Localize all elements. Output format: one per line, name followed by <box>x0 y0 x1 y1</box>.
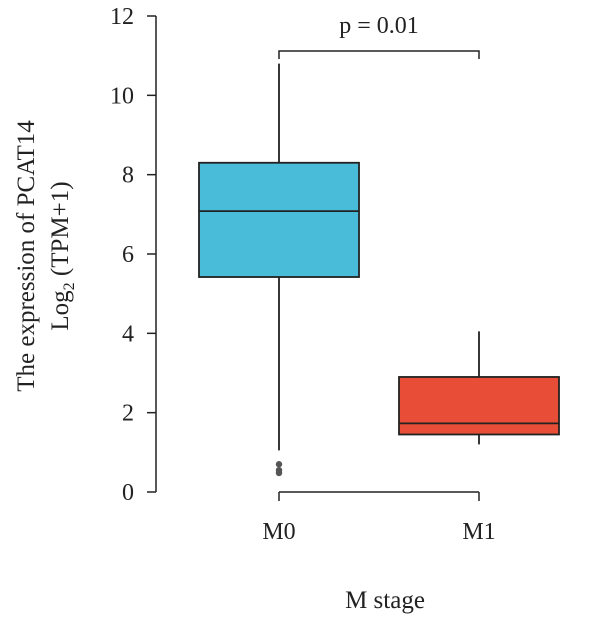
y-tick-label: 12 <box>110 4 134 30</box>
x-axis: M0 M1 <box>262 491 496 545</box>
outlier-point <box>275 461 283 468</box>
box-m0 <box>198 63 360 477</box>
y-tick-label: 6 <box>122 242 134 268</box>
y-axis-label-units: Log2 (TPM+1) <box>47 181 78 330</box>
y-axis-label-subscript: 2 <box>61 282 78 290</box>
y-tick-label: 0 <box>122 480 134 506</box>
y-axis-label: The expression of PCAT14 <box>13 120 40 392</box>
x-axis-label: M stage <box>345 587 425 614</box>
box-body <box>398 376 560 436</box>
boxes <box>198 63 560 477</box>
significance-annotation: p = 0.01 <box>278 13 480 59</box>
y-tick-label: 4 <box>122 321 134 347</box>
x-tick-label: M0 <box>262 519 295 545</box>
x-tick-label: M1 <box>462 519 495 545</box>
box-m1 <box>398 331 560 445</box>
y-tick-label: 8 <box>122 163 134 189</box>
y-tick-label: 2 <box>122 401 134 427</box>
box-body <box>198 161 360 278</box>
p-value-label: p = 0.01 <box>339 13 419 39</box>
significance-bracket <box>278 50 480 59</box>
outlier-point <box>275 466 283 474</box>
y-axis: 0 2 4 6 8 10 12 <box>110 4 157 506</box>
y-tick-label: 10 <box>110 83 134 109</box>
y-axis-label-log: Log <box>47 290 74 331</box>
y-axis-label-rest: (TPM+1) <box>47 181 74 282</box>
